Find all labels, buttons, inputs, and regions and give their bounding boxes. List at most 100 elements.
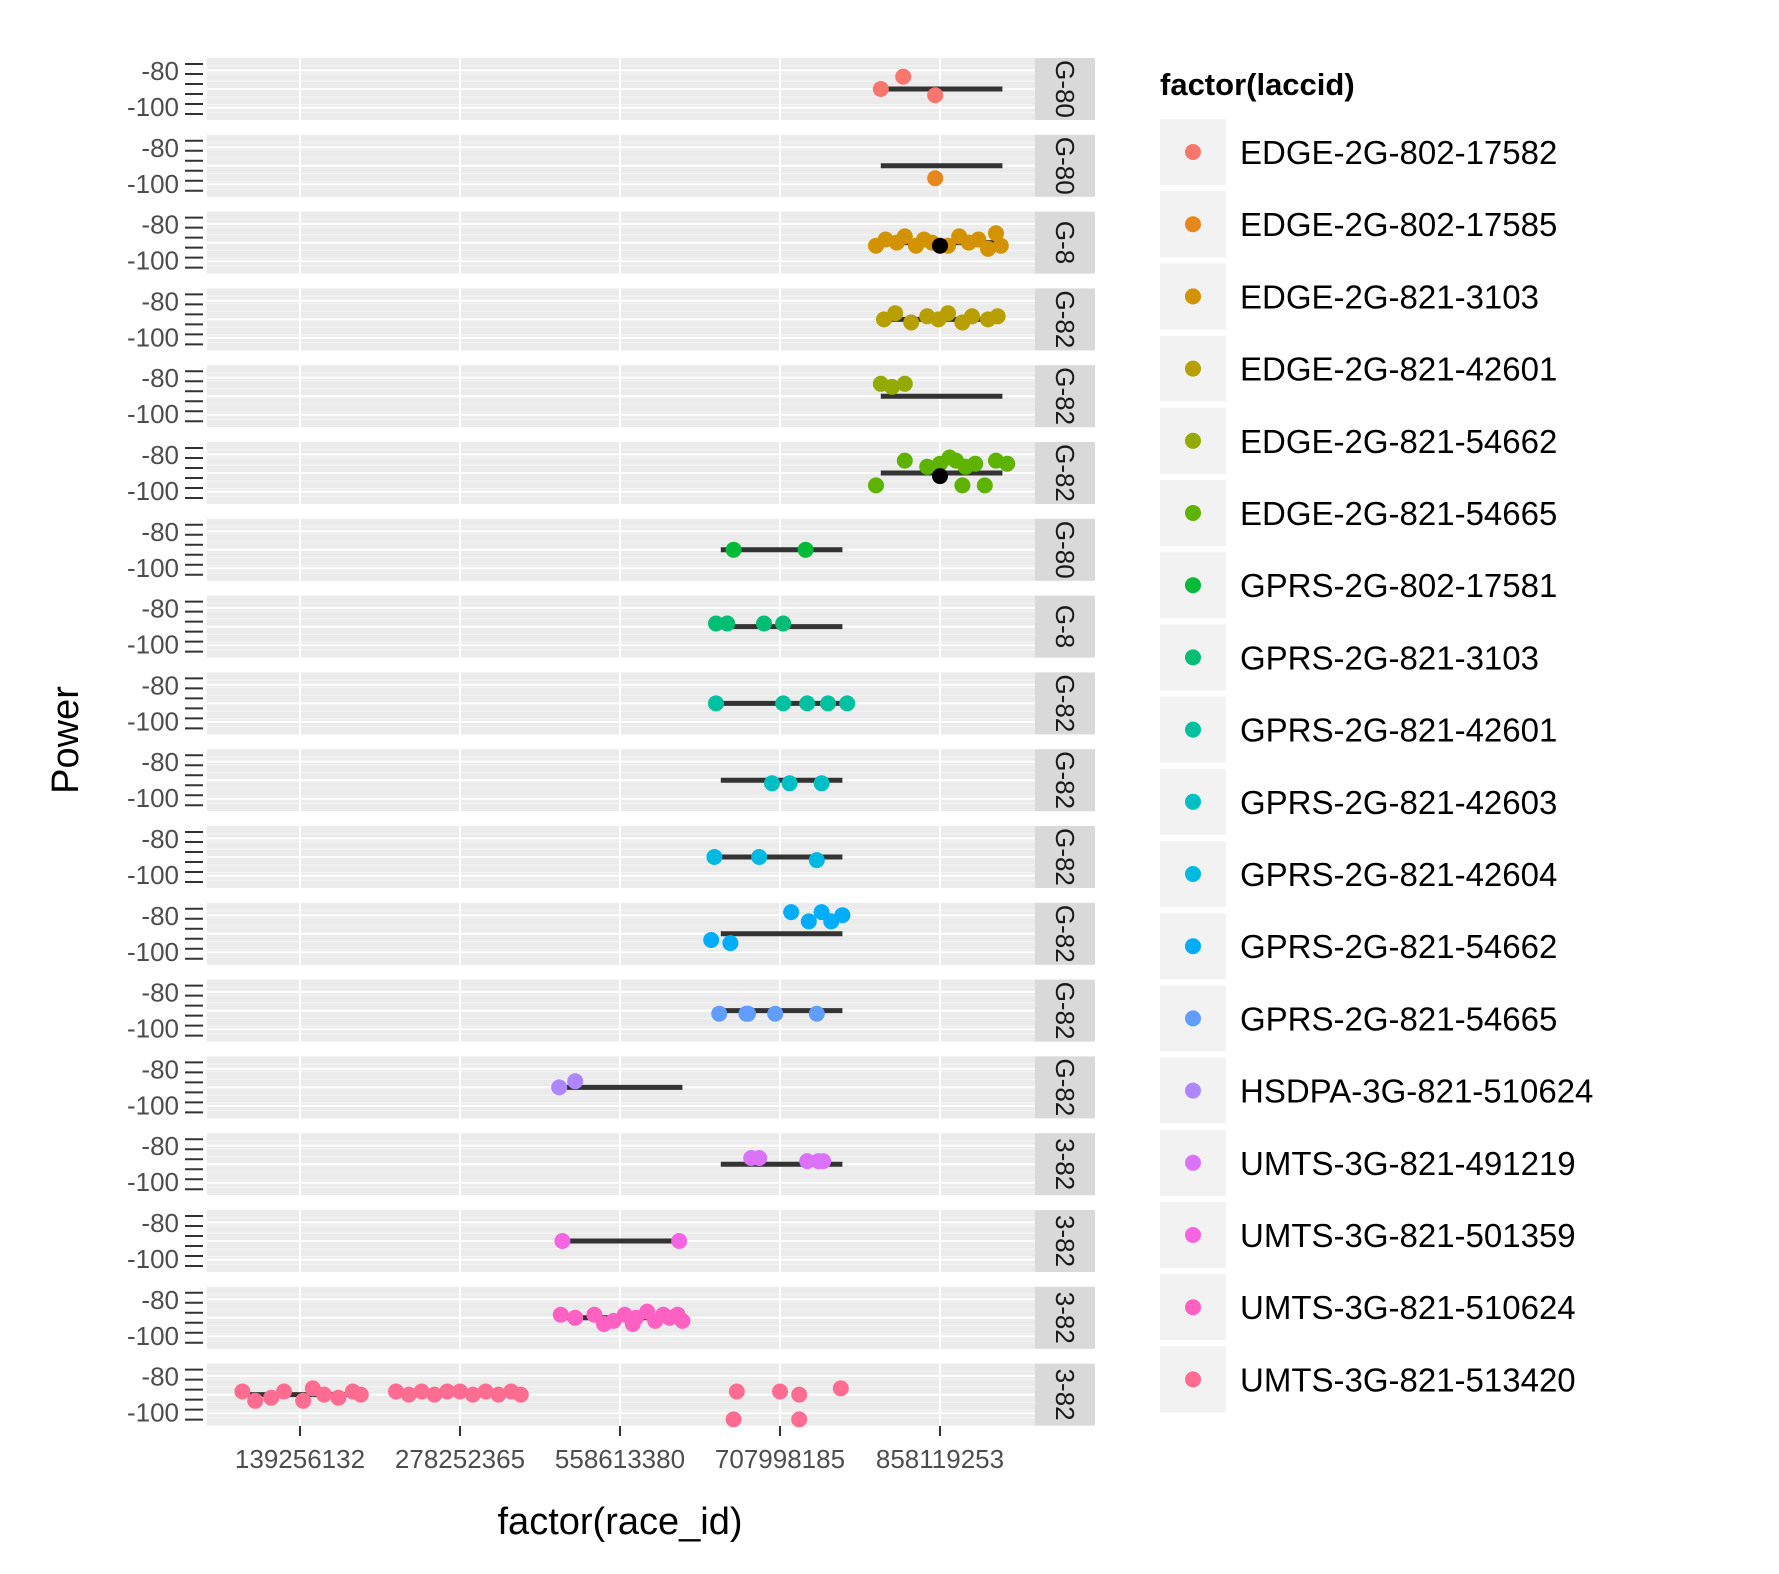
data-point <box>999 455 1016 472</box>
y-tick-label: -80 <box>141 1208 179 1238</box>
data-point <box>554 1233 571 1249</box>
legend-item: UMTS-3G-821-510624 <box>1160 1274 1576 1341</box>
facet-strip-label: G-82 <box>1050 674 1080 732</box>
y-tick-label: -80 <box>141 1362 179 1392</box>
facet-panel: -80 -100 3-82 <box>127 1131 1095 1197</box>
data-point <box>490 1386 507 1403</box>
facet-strip <box>1035 134 1095 197</box>
y-tick-label: -100 <box>127 1014 179 1044</box>
legend-swatch <box>1185 1371 1201 1388</box>
data-point <box>722 935 739 952</box>
y-tick-label: -80 <box>141 594 179 624</box>
data-point <box>234 1383 251 1400</box>
data-point <box>808 1005 825 1022</box>
facet-strip <box>1035 518 1095 581</box>
legend-swatch <box>1185 1010 1201 1027</box>
legend-item: GPRS-2G-821-54662 <box>1160 913 1557 980</box>
data-point <box>896 228 913 245</box>
data-point <box>276 1383 292 1400</box>
data-point <box>452 1383 468 1400</box>
legend-swatch <box>1185 649 1201 666</box>
facet-strip-label: G-80 <box>1050 137 1080 195</box>
legend-label: GPRS-2G-821-42603 <box>1240 784 1557 821</box>
legend-label: HSDPA-3G-821-510624 <box>1240 1073 1593 1110</box>
legend-item: UMTS-3G-821-501359 <box>1160 1202 1576 1268</box>
facet-strip-label: G-82 <box>1050 367 1080 425</box>
data-point <box>674 1312 691 1329</box>
data-point <box>791 1386 808 1403</box>
y-tick-label: -80 <box>141 1285 179 1315</box>
data-point <box>964 308 980 325</box>
facet-strip <box>1035 288 1095 351</box>
facet-panels: -80 -100 G-80 -80 -100 G-80 -80 -100 G-8 -80 -100 G… <box>127 56 1095 1428</box>
facet-strip-label: G-82 <box>1050 982 1080 1040</box>
facet-panel: -80 -100 G-82 <box>127 824 1095 890</box>
data-point <box>815 1153 832 1170</box>
facet-panel: -80 -100 G-82 <box>127 363 1095 429</box>
y-tick-label: -80 <box>141 747 179 777</box>
facet-panel: -80 -100 G-82 <box>127 286 1095 352</box>
data-point <box>551 1079 568 1096</box>
facet-strip-label: G-82 <box>1050 1058 1080 1116</box>
legend-label: UMTS-3G-821-513420 <box>1240 1361 1576 1398</box>
facet-strip-label: G-80 <box>1050 60 1080 118</box>
legend-swatch <box>1185 360 1201 377</box>
y-tick-label: -80 <box>141 517 179 547</box>
y-tick-label: -100 <box>127 783 179 813</box>
facet-strip <box>1035 1133 1095 1196</box>
legend-swatch <box>1185 938 1201 955</box>
facet-strip-label: G-80 <box>1050 521 1080 579</box>
facet-panel: -80 -100 3-82 <box>127 1208 1095 1274</box>
data-point <box>799 695 816 712</box>
facet-strip-label: G-82 <box>1050 828 1080 886</box>
y-tick-label: -80 <box>141 670 179 700</box>
outlier-point <box>932 468 948 485</box>
facet-strip <box>1035 902 1095 965</box>
x-tick-label: 278252365 <box>395 1444 525 1474</box>
legend-swatch <box>1185 1154 1201 1171</box>
facet-strip-label: G-82 <box>1050 444 1080 502</box>
data-point <box>567 1073 584 1090</box>
y-tick-label: -100 <box>127 706 179 736</box>
x-tick-label: 858119253 <box>876 1444 1004 1474</box>
data-point <box>896 375 913 392</box>
legend-label: EDGE-2G-821-42601 <box>1240 351 1557 388</box>
data-point <box>426 1386 443 1403</box>
data-point <box>927 87 944 104</box>
y-axis-title: Power <box>45 686 87 794</box>
data-point <box>439 1383 456 1400</box>
data-point <box>624 1316 641 1332</box>
data-point <box>783 904 800 921</box>
facet-strip-label: G-8 <box>1050 221 1080 264</box>
legend-swatch <box>1185 432 1201 449</box>
y-tick-label: -80 <box>141 210 179 240</box>
data-point <box>751 1150 768 1166</box>
y-tick-label: -80 <box>141 824 179 854</box>
data-point <box>820 695 836 712</box>
legend-swatch <box>1185 793 1201 810</box>
legend-item: EDGE-2G-802-17585 <box>1160 191 1557 258</box>
facet-strip-label: G-82 <box>1050 751 1080 809</box>
facet-strip-label: 3-82 <box>1050 1369 1080 1421</box>
y-tick-label: -100 <box>127 1244 179 1274</box>
legend-swatch <box>1185 577 1201 594</box>
y-tick-label: -80 <box>141 1131 179 1161</box>
data-point <box>954 477 971 494</box>
data-point <box>388 1383 404 1400</box>
data-point <box>725 1411 742 1428</box>
data-point <box>352 1386 369 1403</box>
data-point <box>708 695 724 712</box>
legend-item: GPRS-2G-821-54665 <box>1160 985 1557 1052</box>
legend-label: GPRS-2G-821-54665 <box>1240 1000 1557 1037</box>
facet-strip <box>1035 1286 1095 1349</box>
data-point <box>295 1392 312 1409</box>
legend-swatch <box>1185 1082 1201 1099</box>
legend-item: HSDPA-3G-821-510624 <box>1160 1057 1593 1124</box>
facet-strip <box>1035 749 1095 812</box>
y-tick-label: -100 <box>127 1398 179 1428</box>
y-tick-label: -80 <box>141 133 179 163</box>
facet-strip <box>1035 1210 1095 1272</box>
facet-panel: -80 -100 G-82 <box>127 440 1095 506</box>
legend-item: EDGE-2G-821-42601 <box>1160 335 1557 402</box>
legend-label: GPRS-2G-821-42604 <box>1240 856 1557 893</box>
